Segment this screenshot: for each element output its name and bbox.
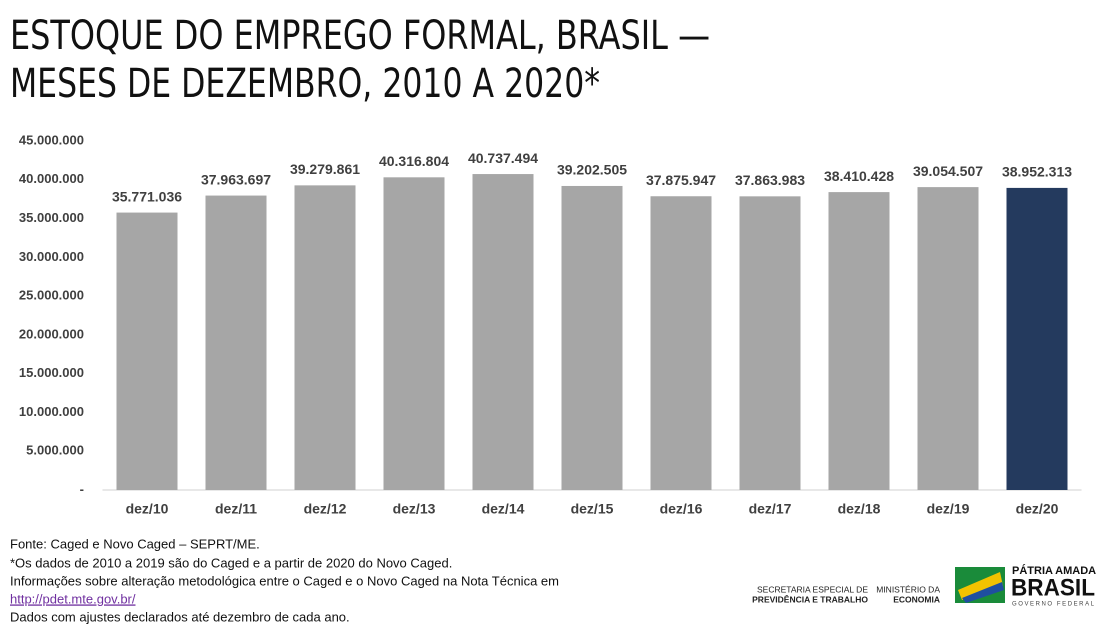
y-tick-label: 15.000.000: [19, 365, 84, 380]
bar: [472, 174, 534, 490]
y-tick-label: 20.000.000: [19, 326, 84, 341]
value-label: 39.054.507: [913, 163, 983, 179]
value-label: 38.410.428: [824, 168, 894, 184]
logo-text: ECONOMIA: [893, 594, 940, 604]
note: *Os dados de 2010 a 2019 são do Caged e …: [10, 555, 452, 570]
bar: [116, 212, 178, 490]
bar: [205, 195, 267, 490]
x-tick-label: dez/20: [1016, 501, 1059, 517]
bar: [739, 196, 801, 490]
y-tick-label: 10.000.000: [19, 404, 84, 419]
bar: [383, 177, 445, 490]
value-label: 40.316.804: [379, 153, 449, 169]
link[interactable]: http://pdet.mte.gov.br/: [10, 591, 136, 606]
bar: [561, 185, 623, 490]
note: Dados com ajustes declarados até dezembr…: [10, 609, 350, 624]
y-tick-label: 5.000.000: [26, 443, 84, 458]
value-label: 37.863.983: [735, 172, 805, 188]
x-tick-label: dez/12: [304, 501, 347, 517]
note: Informações sobre alteração metodológica…: [10, 573, 559, 588]
chart-title: MESES DE DEZEMBRO, 2010 A 2020*: [10, 61, 600, 107]
x-tick-label: dez/18: [838, 501, 881, 517]
x-tick-label: dez/10: [126, 501, 169, 517]
bar: [294, 185, 356, 490]
value-label: 39.202.505: [557, 162, 627, 178]
y-tick-label: -: [80, 481, 84, 496]
brand-text: GOVERNO FEDERAL: [1012, 602, 1095, 608]
brand-text: PÁTRIA AMADA: [1012, 564, 1096, 577]
brand-text: BRASIL: [1011, 574, 1095, 601]
bar: [650, 196, 712, 491]
x-tick-label: dez/19: [927, 501, 970, 517]
y-tick-label: 35.000.000: [19, 210, 84, 225]
bar: [1006, 187, 1068, 490]
x-tick-label: dez/16: [660, 501, 703, 517]
x-tick-label: dez/13: [393, 501, 436, 517]
flag-stripe: [962, 582, 1004, 603]
value-label: 37.875.947: [646, 172, 716, 188]
bar: [828, 192, 890, 491]
y-tick-label: 40.000.000: [19, 171, 84, 186]
value-label: 39.279.861: [290, 161, 360, 177]
bar: [917, 187, 979, 490]
x-tick-label: dez/14: [482, 501, 525, 517]
x-tick-label: dez/15: [571, 501, 614, 517]
value-label: 37.963.697: [201, 171, 271, 187]
logos: SECRETARIA ESPECIAL DE PREVIDÊNCIA E TRA…: [752, 564, 1096, 608]
x-tick-label: dez/11: [215, 501, 257, 517]
logo-text: MINISTÉRIO DA: [876, 584, 940, 594]
y-tick-label: 45.000.000: [19, 132, 84, 147]
x-tick-label: dez/17: [749, 501, 792, 517]
y-tick-label: 25.000.000: [19, 288, 84, 303]
chart-title: ESTOQUE DO EMPREGO FORMAL, BRASIL —: [10, 13, 710, 59]
value-label: 38.952.313: [1002, 164, 1072, 180]
value-label: 35.771.036: [112, 188, 182, 204]
source-note: Fonte: Caged e Novo Caged – SEPRT/ME.: [10, 536, 260, 551]
logo-text: PREVIDÊNCIA E TRABALHO: [752, 593, 868, 604]
logo-text: SECRETARIA ESPECIAL DE: [757, 584, 868, 594]
y-tick-label: 30.000.000: [19, 249, 84, 264]
flag-stripe: [958, 572, 1003, 600]
value-label: 40.737.494: [468, 150, 538, 166]
